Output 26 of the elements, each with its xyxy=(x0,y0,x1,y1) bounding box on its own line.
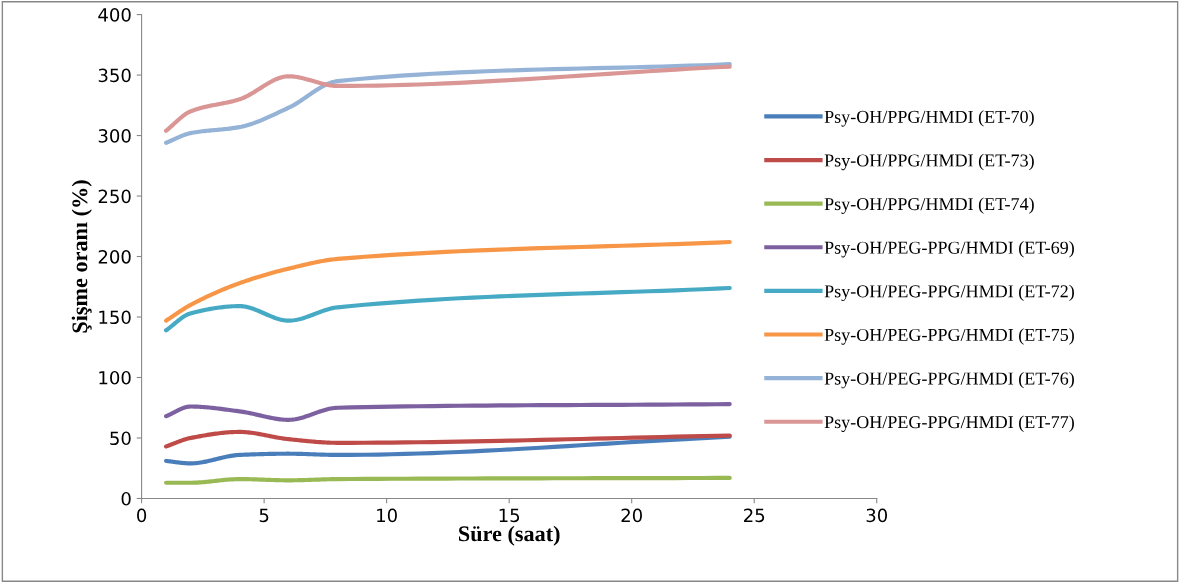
y-tick-label: 100 xyxy=(99,370,131,385)
y-axis-title: Şişme oranı (%) xyxy=(71,180,92,333)
y-tick-label: 150 xyxy=(99,310,131,325)
legend-label: Psy-OH/PPG/HMDI (ET-73) xyxy=(824,153,1034,171)
legend-label: Psy-OH/PEG-PPG/HMDI (ET-75) xyxy=(824,328,1074,345)
y-tick-label: 400 xyxy=(98,8,131,22)
x-tick-label: 25 xyxy=(744,508,765,523)
y-tick-label: 0 xyxy=(121,491,131,506)
x-tick-label: 15 xyxy=(499,508,520,523)
y-tick-label: 200 xyxy=(98,249,131,264)
x-tick-label: 5 xyxy=(259,508,269,523)
x-tick-label: 0 xyxy=(137,508,147,523)
y-tick-label: 250 xyxy=(98,189,131,204)
legend-label: Psy-OH/PEG-PPG/HMDI (ET-69) xyxy=(824,241,1074,258)
legend-label: Psy-OH/PEG-PPG/HMDI (ET-77) xyxy=(824,415,1074,432)
x-tick-label: 10 xyxy=(377,508,397,523)
y-tick-label: 350 xyxy=(98,68,131,83)
y-tick-label: 300 xyxy=(98,129,131,143)
legend-label: Psy-OH/PEG-PPG/HMDI (ET-76) xyxy=(824,371,1074,389)
x-tick-label: 30 xyxy=(866,508,888,523)
legend-label: Psy-OH/PEG-PPG/HMDI (ET-72) xyxy=(824,284,1074,302)
x-tick-label: 20 xyxy=(621,508,642,523)
x-axis-title: Süre (saat) xyxy=(459,525,560,546)
y-tick-label: 50 xyxy=(110,431,131,446)
legend-label: Psy-OH/PPG/HMDI (ET-74) xyxy=(824,197,1034,214)
legend-label: Psy-OH/PPG/HMDI (ET-70) xyxy=(824,110,1034,127)
